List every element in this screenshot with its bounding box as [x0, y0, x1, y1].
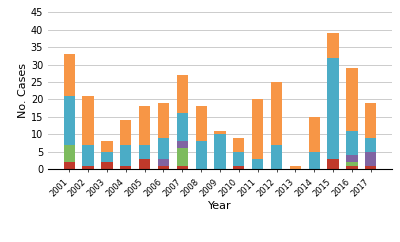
Bar: [327, 33, 339, 58]
Bar: [101, 141, 113, 152]
Bar: [158, 166, 169, 169]
Bar: [271, 145, 282, 169]
Bar: [177, 75, 188, 113]
Bar: [290, 166, 301, 169]
Bar: [308, 117, 320, 152]
Bar: [101, 152, 113, 162]
Bar: [177, 141, 188, 148]
Bar: [233, 166, 244, 169]
Bar: [346, 166, 358, 169]
Bar: [196, 106, 207, 141]
Bar: [82, 166, 94, 169]
Bar: [346, 162, 358, 166]
Bar: [214, 135, 226, 169]
Bar: [64, 96, 75, 145]
Bar: [64, 162, 75, 169]
Bar: [365, 152, 376, 166]
Bar: [158, 159, 169, 166]
Bar: [365, 103, 376, 138]
Bar: [158, 138, 169, 159]
Bar: [158, 103, 169, 138]
Y-axis label: No. Cases: No. Cases: [18, 63, 28, 118]
Bar: [120, 166, 132, 169]
Bar: [214, 131, 226, 135]
Bar: [64, 145, 75, 162]
Bar: [346, 155, 358, 162]
Bar: [233, 138, 244, 152]
Bar: [177, 148, 188, 166]
Bar: [120, 145, 132, 166]
Bar: [365, 166, 376, 169]
Bar: [139, 106, 150, 145]
Bar: [120, 121, 132, 145]
Bar: [139, 145, 150, 159]
Bar: [139, 159, 150, 169]
Bar: [101, 162, 113, 169]
Bar: [233, 152, 244, 166]
Bar: [177, 166, 188, 169]
Bar: [177, 113, 188, 141]
Bar: [252, 99, 263, 159]
Bar: [64, 54, 75, 96]
Bar: [271, 82, 282, 145]
Bar: [365, 138, 376, 152]
Bar: [82, 96, 94, 145]
X-axis label: Year: Year: [208, 201, 232, 211]
Bar: [308, 152, 320, 169]
Bar: [252, 159, 263, 169]
Bar: [346, 68, 358, 131]
Bar: [196, 141, 207, 169]
Bar: [346, 131, 358, 155]
Bar: [327, 159, 339, 169]
Bar: [327, 58, 339, 159]
Bar: [82, 145, 94, 166]
